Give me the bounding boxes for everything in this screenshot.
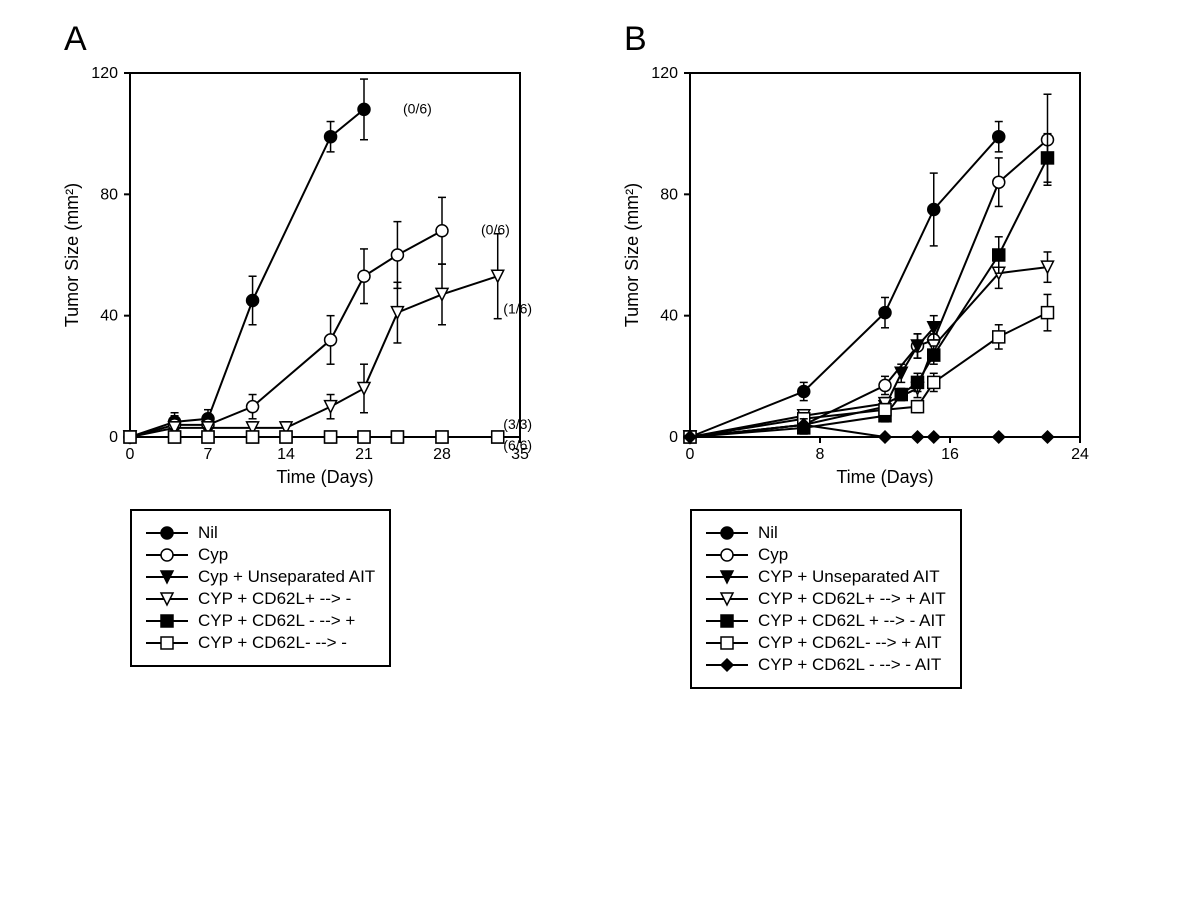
svg-text:0: 0 [109, 429, 118, 446]
legend-item: Nil [146, 523, 375, 543]
svg-text:14: 14 [277, 446, 295, 463]
legend-label: Nil [758, 523, 778, 543]
svg-text:40: 40 [100, 308, 118, 325]
legend-item: Cyp [706, 545, 946, 565]
svg-text:Time (Days): Time (Days) [836, 467, 933, 487]
svg-text:120: 120 [91, 65, 118, 82]
legend-label: CYP + CD62L - --> + [198, 611, 355, 631]
svg-text:8: 8 [816, 446, 825, 463]
svg-text:(0/6): (0/6) [403, 100, 432, 116]
panel-a-chart: 071421283504080120Time (Days)Tumor Size … [60, 63, 580, 493]
legend-item: CYP + CD62L - --> + [146, 611, 375, 631]
legend-item: CYP + CD62L + --> - AIT [706, 611, 946, 631]
legend-label: Cyp [198, 545, 228, 565]
legend-label: CYP + CD62L- --> - [198, 633, 347, 653]
legend-label: CYP + CD62L- --> + AIT [758, 633, 941, 653]
panel-a-chart-wrap: 071421283504080120Time (Days)Tumor Size … [60, 63, 580, 493]
panel-a-label: A [64, 20, 87, 59]
figure: A 071421283504080120Time (Days)Tumor Siz… [20, 20, 1180, 689]
legend-label: Nil [198, 523, 218, 543]
legend-label: Cyp [758, 545, 788, 565]
legend-label: CYP + CD62L - --> - AIT [758, 655, 941, 675]
panel-b-chart-wrap: 0 8 16 24 0 40 80 120 Time (Days) Tumor Size (mm²… [620, 63, 1140, 493]
panel-a: A 071421283504080120Time (Days)Tumor Siz… [60, 20, 580, 689]
legend-label: CYP + CD62L + --> - AIT [758, 611, 946, 631]
svg-text:0: 0 [126, 446, 135, 463]
svg-text:28: 28 [433, 446, 451, 463]
svg-text:120: 120 [651, 65, 678, 82]
svg-text:7: 7 [204, 446, 213, 463]
svg-text:Time (Days): Time (Days) [276, 467, 373, 487]
svg-text:24: 24 [1071, 446, 1089, 463]
panel-a-legend: NilCypCyp + Unseparated AITCYP + CD62L+ … [130, 509, 391, 667]
svg-text:Tumor Size (mm²): Tumor Size (mm²) [622, 183, 642, 327]
panel-b: B 0 8 16 24 0 40 80 120 Time (Days) Tumor Size (m… [620, 20, 1140, 689]
svg-text:40: 40 [660, 308, 678, 325]
legend-label: CYP + Unseparated AIT [758, 567, 940, 587]
svg-text:(6/6): (6/6) [503, 437, 532, 453]
legend-item: CYP + CD62L - --> - AIT [706, 655, 946, 675]
legend-item: CYP + CD62L+ --> + AIT [706, 589, 946, 609]
legend-item: CYP + Unseparated AIT [706, 567, 946, 587]
legend-item: Cyp [146, 545, 375, 565]
svg-text:0: 0 [669, 429, 678, 446]
svg-text:(1/6): (1/6) [503, 301, 532, 317]
svg-text:80: 80 [660, 186, 678, 203]
panel-b-label: B [624, 20, 647, 59]
legend-item: CYP + CD62L- --> + AIT [706, 633, 946, 653]
legend-label: Cyp + Unseparated AIT [198, 567, 375, 587]
svg-text:16: 16 [941, 446, 959, 463]
legend-item: CYP + CD62L+ --> - [146, 589, 375, 609]
svg-text:80: 80 [100, 186, 118, 203]
svg-text:(3/3): (3/3) [503, 416, 532, 432]
svg-text:21: 21 [355, 446, 373, 463]
svg-text:(0/6): (0/6) [481, 222, 510, 238]
legend-label: CYP + CD62L+ --> - [198, 589, 351, 609]
panel-b-legend: NilCypCYP + Unseparated AITCYP + CD62L+ … [690, 509, 962, 689]
svg-text:Tumor Size (mm²): Tumor Size (mm²) [62, 183, 82, 327]
legend-item: CYP + CD62L- --> - [146, 633, 375, 653]
legend-item: Cyp + Unseparated AIT [146, 567, 375, 587]
legend-item: Nil [706, 523, 946, 543]
panel-b-chart: 0 8 16 24 0 40 80 120 Time (Days) Tumor Size (mm²… [620, 63, 1140, 493]
legend-label: CYP + CD62L+ --> + AIT [758, 589, 946, 609]
svg-text:0: 0 [686, 446, 695, 463]
